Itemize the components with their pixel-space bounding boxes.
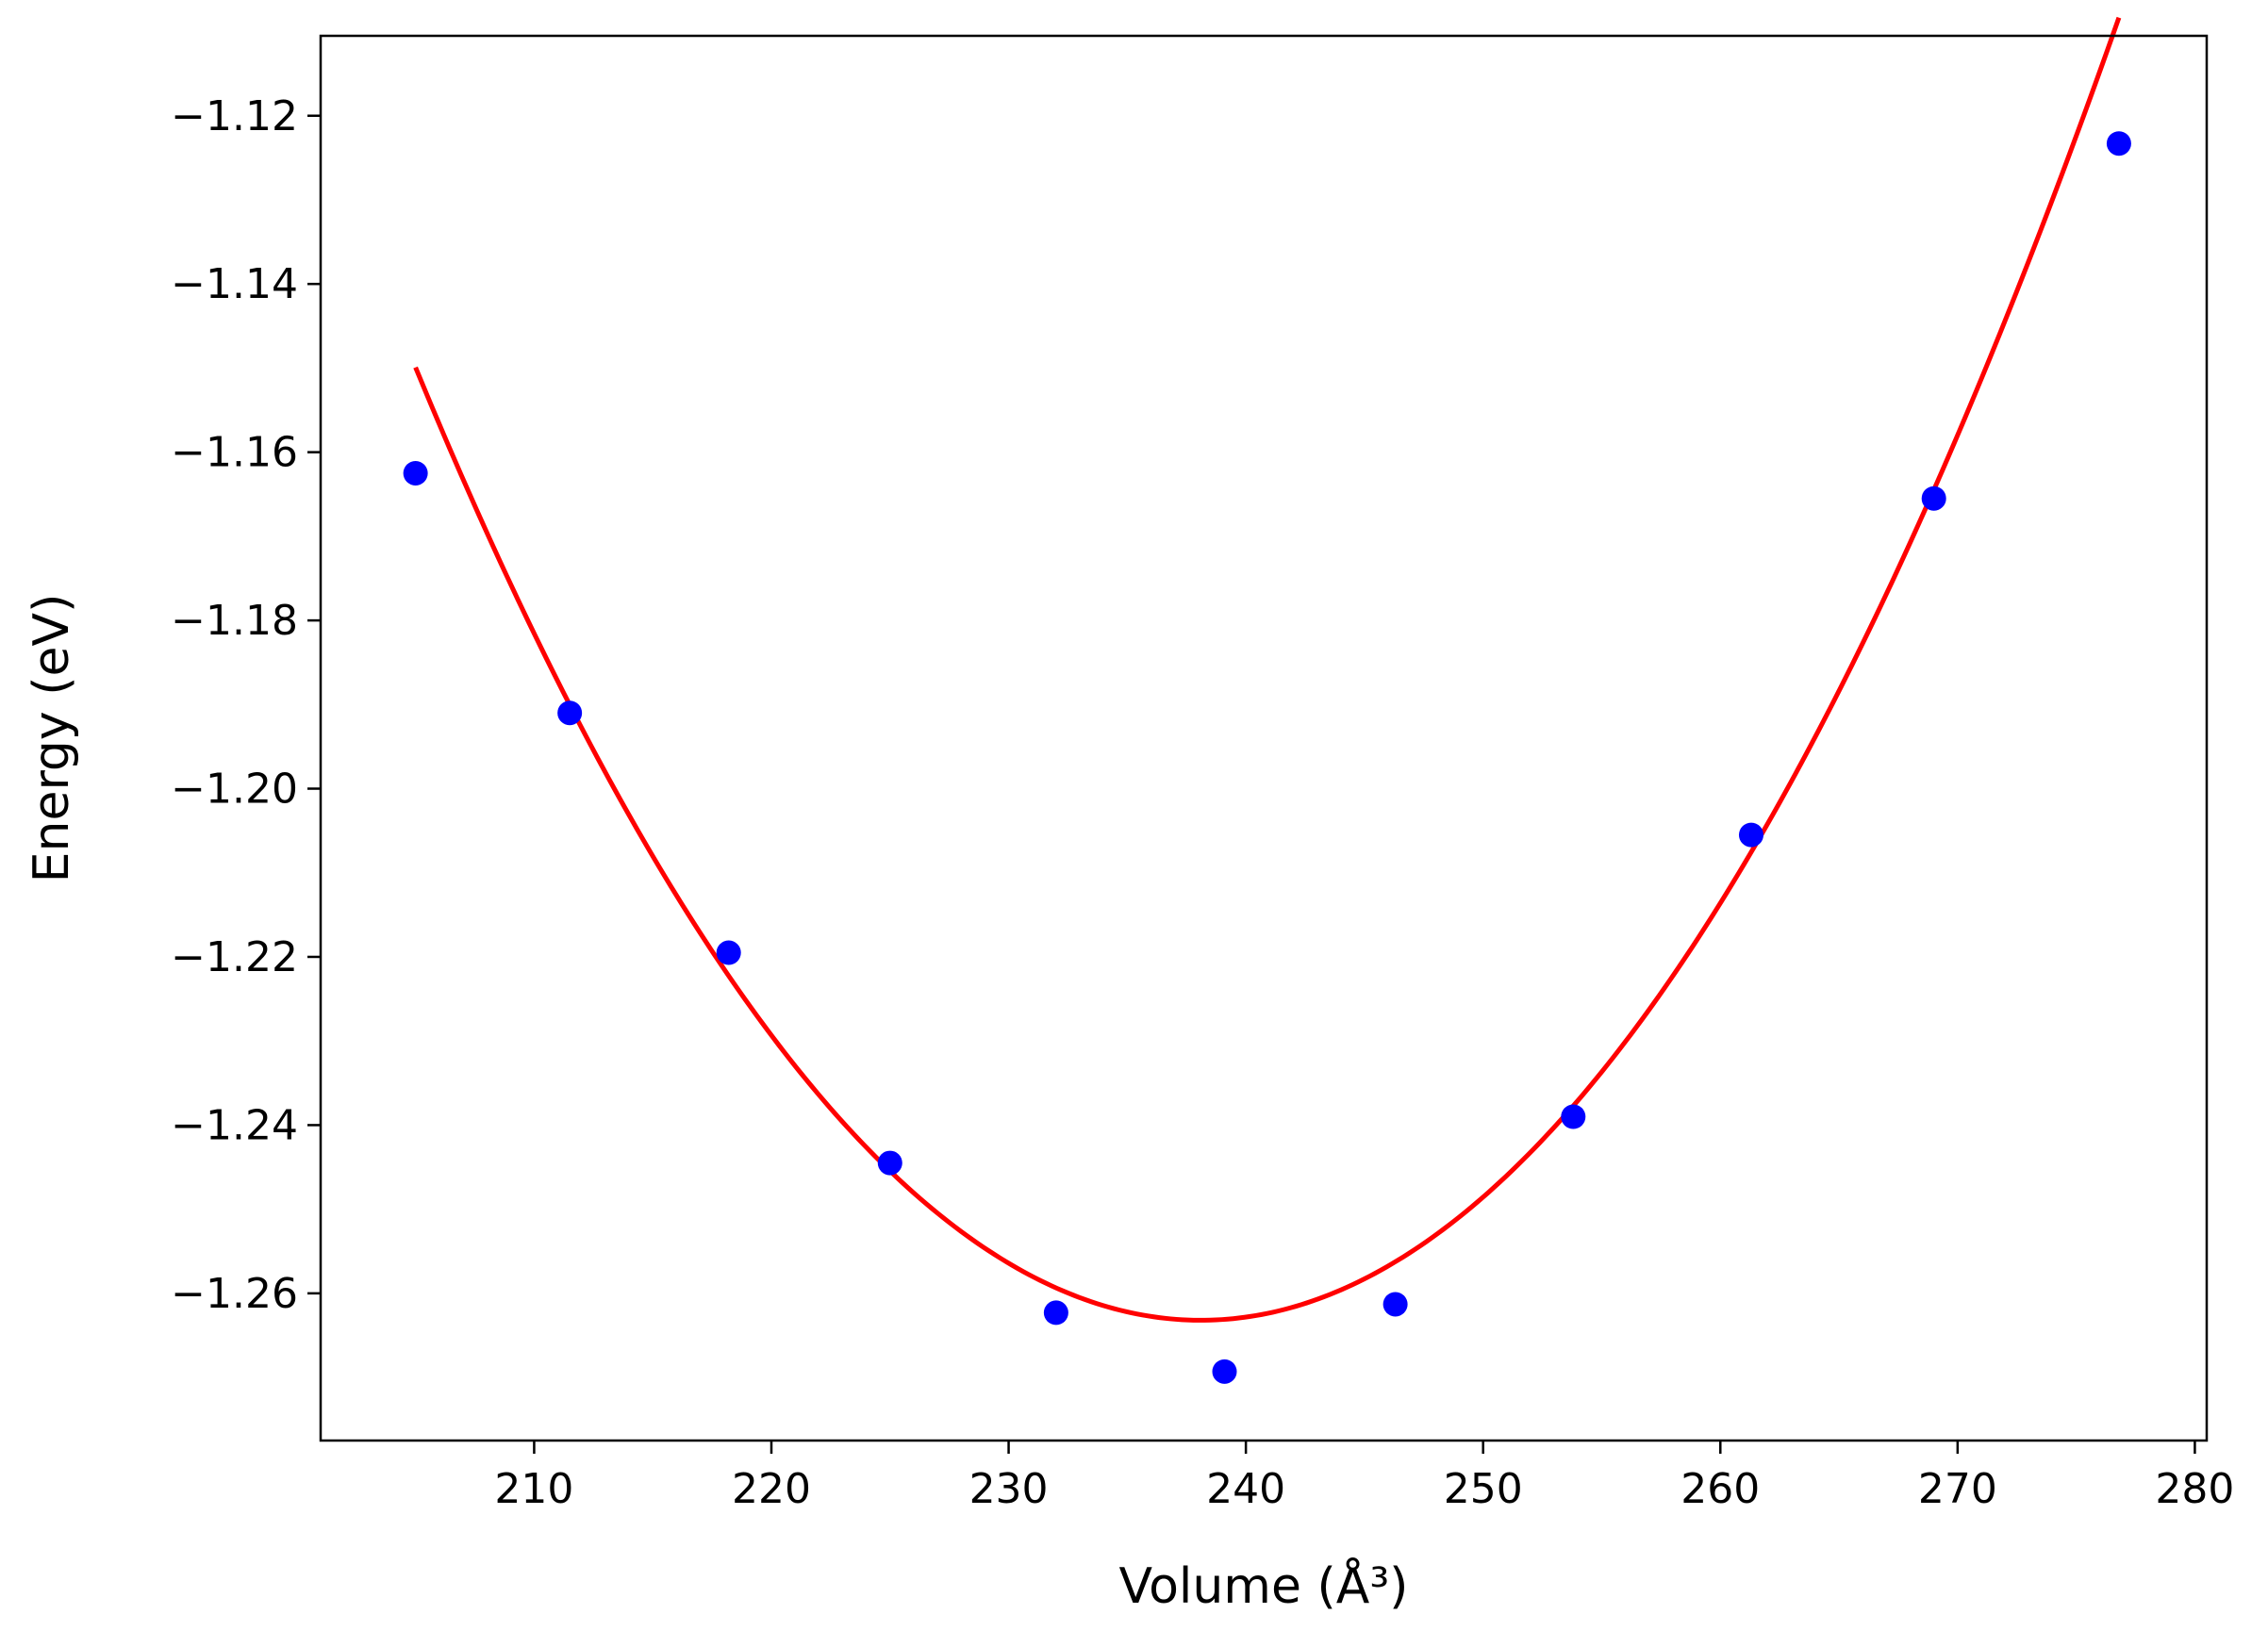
data-point: [1561, 1104, 1586, 1129]
data-point: [1921, 486, 1946, 511]
fit-curve: [413, 16, 2122, 1323]
y-tick-label: −1.16: [171, 429, 298, 477]
x-axis-ticks: 210 220 230 240 250 260 270 280: [494, 1441, 2234, 1513]
data-point: [716, 940, 741, 965]
y-tick-label: −1.14: [171, 260, 298, 308]
x-tick-label: 230: [969, 1465, 1049, 1513]
data-point: [2106, 131, 2131, 156]
data-point: [1738, 822, 1763, 848]
x-tick-label: 210: [494, 1465, 573, 1513]
data-point: [403, 460, 428, 486]
x-tick-label: 240: [1206, 1465, 1285, 1513]
y-tick-label: −1.26: [171, 1270, 298, 1318]
x-tick-label: 250: [1444, 1465, 1523, 1513]
x-axis-label: Volume (Å³): [1119, 1556, 1409, 1615]
y-tick-label: −1.20: [171, 766, 298, 814]
y-tick-label: −1.24: [171, 1101, 298, 1149]
y-axis-label: Energy (eV): [24, 594, 80, 883]
data-point: [1382, 1292, 1408, 1317]
x-tick-label: 270: [1918, 1465, 1997, 1513]
data-point: [557, 700, 583, 726]
y-tick-label: −1.22: [171, 933, 298, 981]
x-tick-label: 260: [1680, 1465, 1760, 1513]
data-point: [1043, 1300, 1068, 1326]
data-point: [877, 1150, 902, 1176]
x-tick-label: 220: [732, 1465, 811, 1513]
data-point: [1212, 1359, 1237, 1384]
y-tick-label: −1.18: [171, 597, 298, 645]
y-tick-label: −1.12: [171, 92, 298, 140]
plot-content: [403, 16, 2131, 1384]
y-axis-ticks: −1.12 −1.14 −1.16 −1.18 −1.20 −1.22 −1.24 −1.26: [171, 92, 321, 1318]
plot-frame: [319, 34, 2209, 1442]
x-tick-label: 280: [2155, 1465, 2234, 1513]
